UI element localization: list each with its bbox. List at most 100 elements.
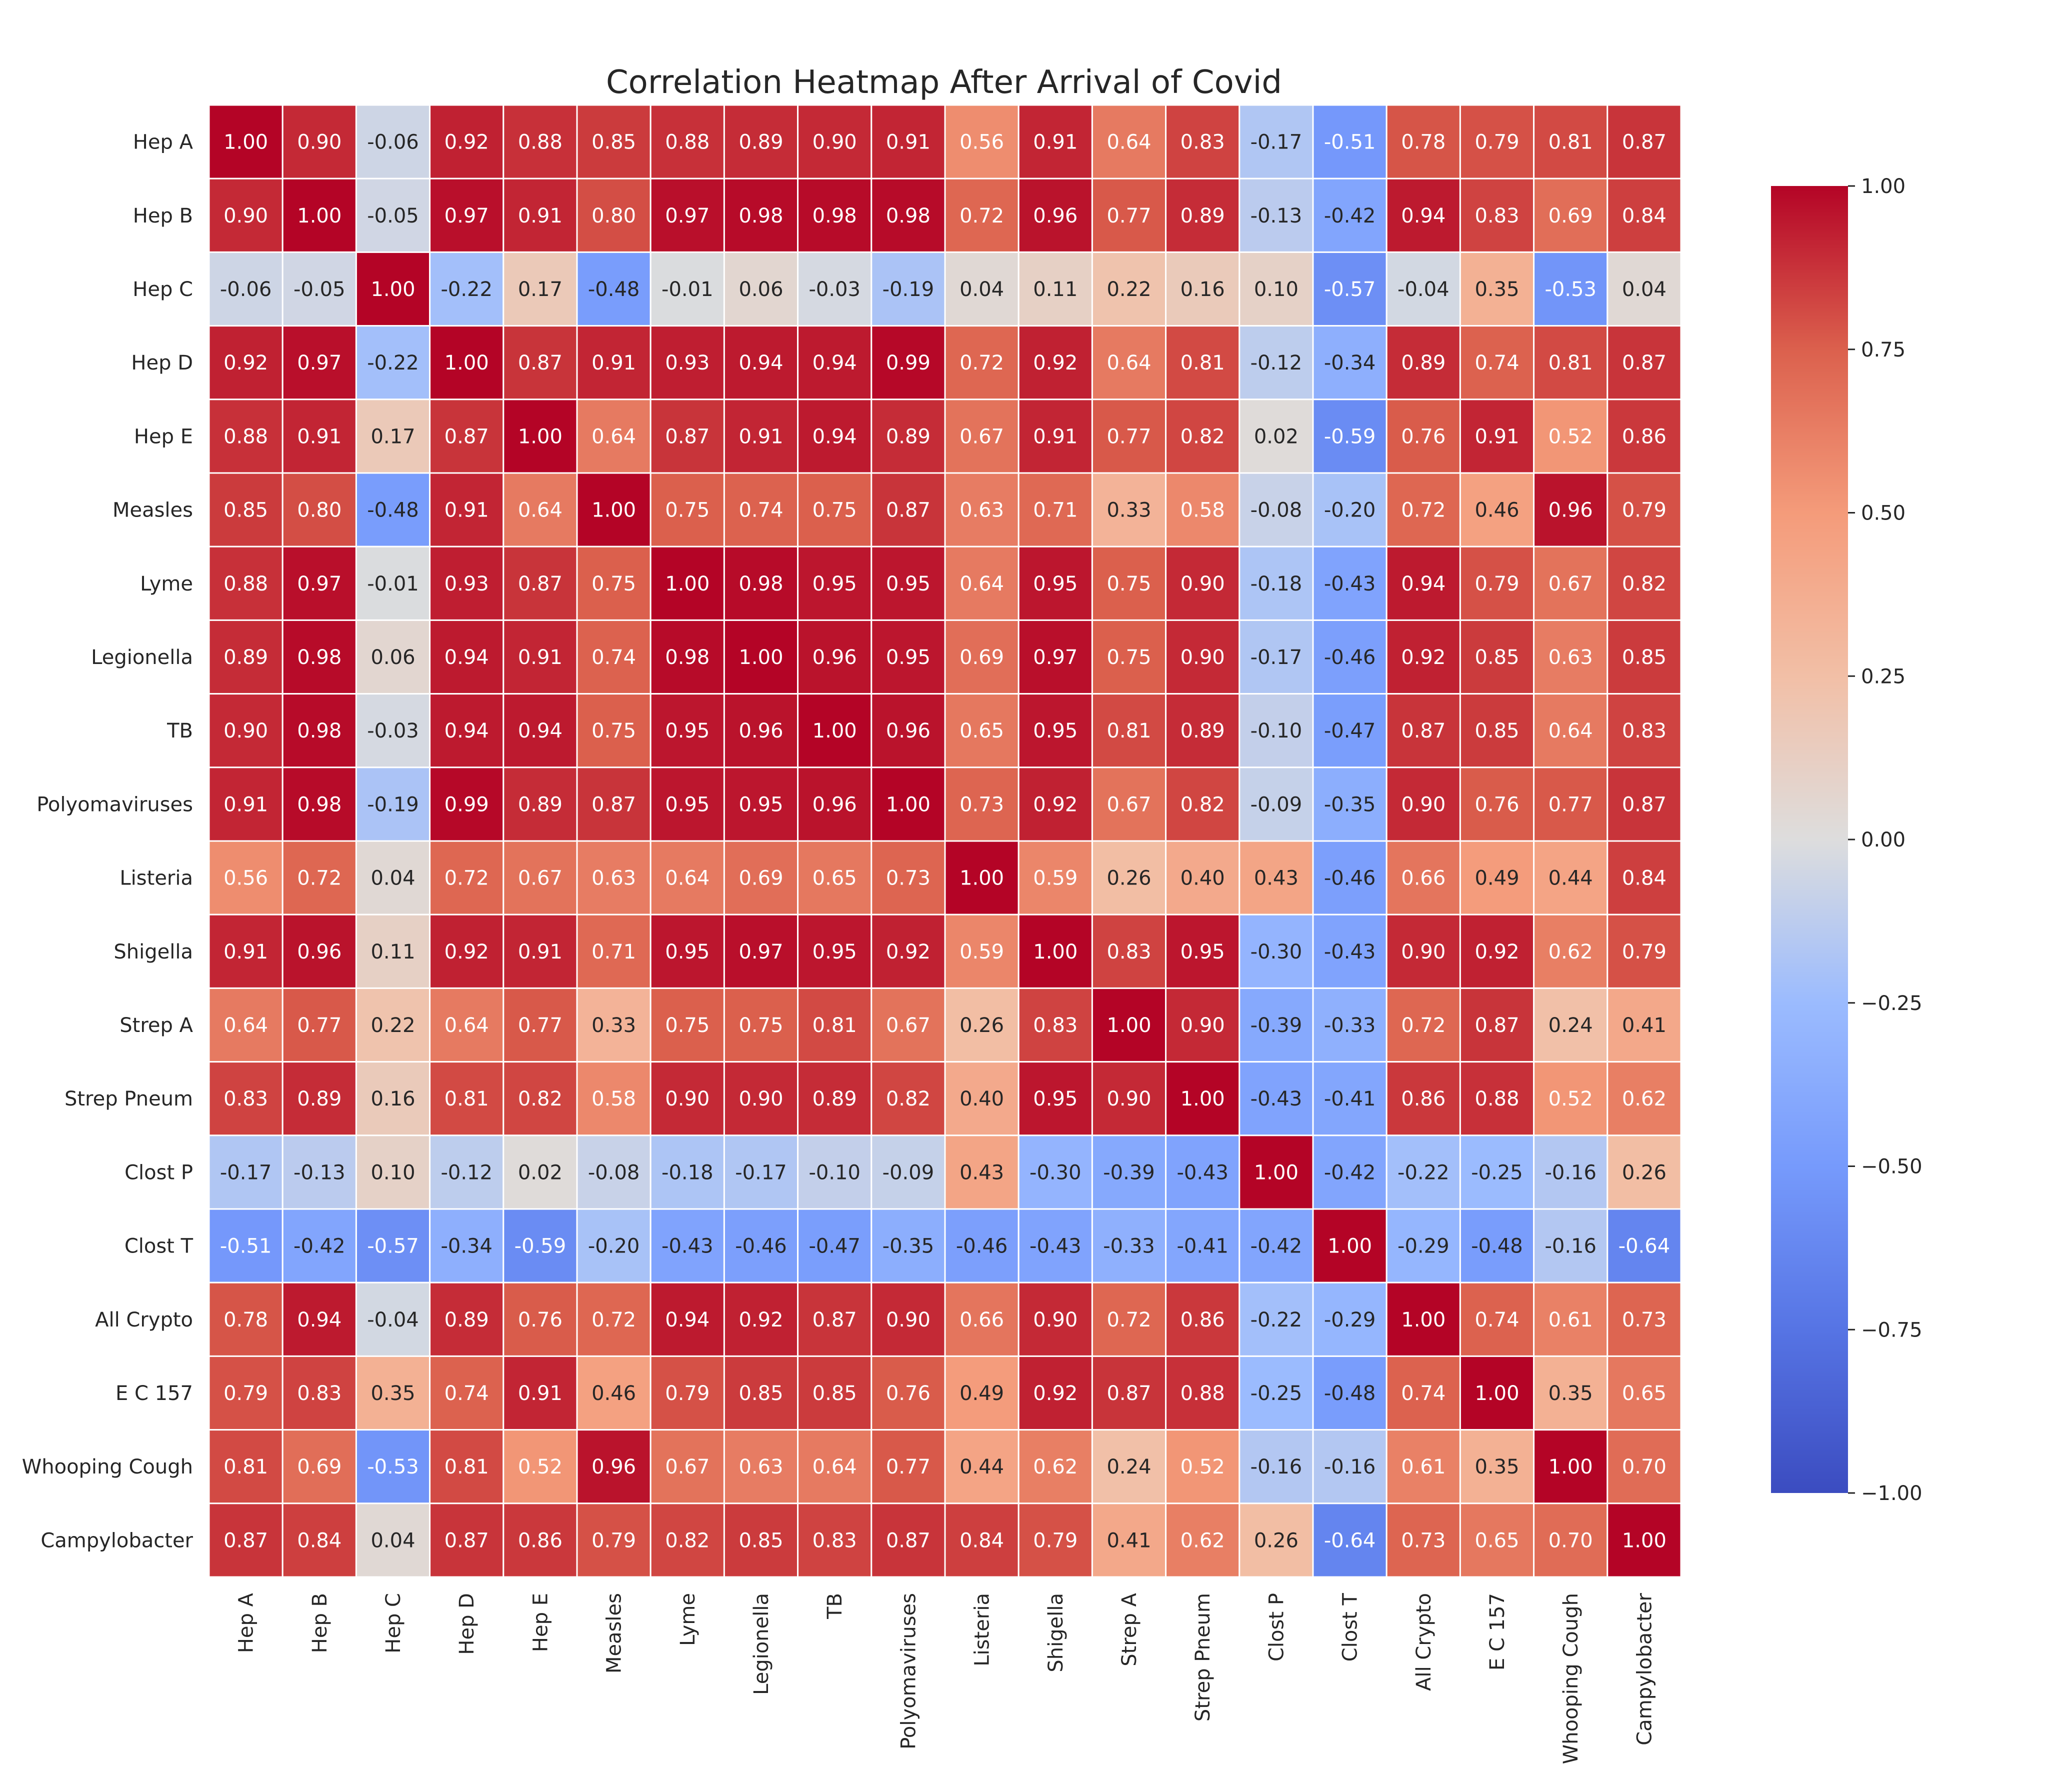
cell-value-label: 0.80 xyxy=(592,204,636,228)
cell-value-label: -0.64 xyxy=(1618,1235,1670,1258)
heatmap-cell xyxy=(576,619,652,695)
cell-value-label: 0.79 xyxy=(1033,1529,1078,1552)
cell-value-label: 0.71 xyxy=(1033,499,1078,522)
row-tick-label: Polyomaviruses xyxy=(36,793,193,816)
heatmap-cell xyxy=(502,619,578,695)
cell-value-label: -0.35 xyxy=(1324,793,1376,816)
cell-value-label: 0.97 xyxy=(1033,646,1078,669)
cell-value-label: 0.22 xyxy=(370,1014,415,1037)
cell-value-label: 0.64 xyxy=(224,1014,268,1037)
cell-value-label: -0.53 xyxy=(1544,278,1596,301)
cell-value-label: 0.86 xyxy=(1401,1088,1446,1110)
cell-value-label: 0.11 xyxy=(370,940,415,964)
heatmap-cell xyxy=(576,914,652,989)
cell-value-label: 0.85 xyxy=(224,499,268,522)
cell-value-label: 0.85 xyxy=(738,1529,783,1552)
cell-value-label: 0.52 xyxy=(1548,425,1593,448)
cell-value-label: 0.16 xyxy=(370,1088,415,1110)
column-tick-label: All Crypto xyxy=(1412,1593,1436,1691)
cell-value-label: 0.44 xyxy=(960,1456,1004,1478)
cell-value-label: -0.34 xyxy=(1324,352,1376,374)
cell-value-label: 1.00 xyxy=(518,425,562,448)
heatmap-cell xyxy=(1238,1061,1314,1136)
heatmap-cell xyxy=(1165,766,1240,842)
heatmap-cell xyxy=(208,398,284,474)
cell-value-label: 0.72 xyxy=(960,352,1004,374)
row-tick-label: All Crypto xyxy=(95,1308,193,1332)
heatmap-cell xyxy=(1018,1208,1093,1284)
heatmap-cell xyxy=(1018,1502,1093,1578)
cell-value-label: 0.79 xyxy=(1622,499,1666,522)
heatmap-cell xyxy=(1312,1355,1388,1431)
heatmap-cell xyxy=(1312,914,1388,989)
cell-value-label: 0.94 xyxy=(444,646,489,669)
heatmap-cell xyxy=(870,251,946,327)
cell-value-label: 0.76 xyxy=(1401,425,1446,448)
cell-value-label: -0.59 xyxy=(1324,425,1376,448)
cell-value-label: 0.26 xyxy=(1622,1161,1666,1184)
cell-value-label: -0.06 xyxy=(367,131,419,154)
cell-value-label: 0.65 xyxy=(1622,1382,1666,1405)
heatmap-cell xyxy=(429,472,504,548)
cell-value-label: 0.04 xyxy=(1622,278,1666,301)
heatmap-cell xyxy=(944,1134,1020,1210)
heatmap-cell xyxy=(1312,987,1388,1063)
cell-value-label: 0.63 xyxy=(738,1456,783,1478)
heatmap-cell xyxy=(576,325,652,400)
cell-value-label: 0.17 xyxy=(370,425,415,448)
cell-value-label: 0.02 xyxy=(518,1161,562,1184)
column-tick-label: Hep E xyxy=(529,1593,552,1652)
colorbar-tick-label: 0.75 xyxy=(1861,338,1906,362)
heatmap-cell xyxy=(282,914,357,989)
heatmap-cell xyxy=(1091,1282,1167,1357)
cell-value-label: 0.22 xyxy=(1106,278,1151,301)
cell-value-label: -0.08 xyxy=(588,1161,640,1184)
cell-value-label: 0.74 xyxy=(738,499,783,522)
heatmap-cell xyxy=(797,1134,872,1210)
cell-value-label: 0.67 xyxy=(518,867,562,890)
heatmap-cell xyxy=(944,766,1020,842)
cell-value-label: 0.95 xyxy=(886,572,930,596)
cell-value-label: 0.43 xyxy=(960,1161,1004,1184)
heatmap-cell xyxy=(1312,766,1388,842)
cell-value-label: 0.85 xyxy=(738,1382,783,1405)
cell-value-label: 0.99 xyxy=(444,793,489,816)
colorbar-tick-label: −0.50 xyxy=(1861,1156,1922,1178)
cell-value-label: -0.03 xyxy=(367,720,419,742)
heatmap-cell xyxy=(1238,914,1314,989)
cell-value-label: 0.86 xyxy=(1622,425,1666,448)
cell-value-label: 0.88 xyxy=(518,131,562,154)
cell-value-label: 0.26 xyxy=(960,1014,1004,1037)
cell-value-label: 0.87 xyxy=(886,499,930,522)
heatmap-cell xyxy=(944,1355,1020,1431)
cell-value-label: 0.78 xyxy=(1401,131,1446,154)
cell-value-label: 0.95 xyxy=(812,572,857,596)
heatmap-cell xyxy=(1091,325,1167,400)
cell-value-label: 0.95 xyxy=(665,940,710,964)
heatmap-cell xyxy=(1459,1061,1535,1136)
cell-value-label: 0.90 xyxy=(1401,940,1446,964)
cell-value-label: 0.73 xyxy=(1622,1308,1666,1332)
cell-value-label: 0.94 xyxy=(444,720,489,742)
cell-value-label: 1.00 xyxy=(370,278,415,301)
heatmap-cell xyxy=(1459,987,1535,1063)
heatmap-cell xyxy=(1238,1429,1314,1504)
column-tick-label: Hep A xyxy=(235,1592,258,1653)
cell-value-label: -0.43 xyxy=(1250,1088,1302,1110)
cell-value-label: 0.98 xyxy=(297,646,342,669)
cell-value-label: 0.77 xyxy=(297,1014,342,1037)
column-tick-label: Measles xyxy=(603,1593,626,1674)
heatmap-cell xyxy=(1165,251,1240,327)
cell-value-label: 0.81 xyxy=(1548,131,1593,154)
heatmap-cell xyxy=(355,766,431,842)
column-tick-label: Lyme xyxy=(676,1593,700,1646)
cell-value-label: 0.87 xyxy=(1622,793,1666,816)
colorbar-tick-label: −1.00 xyxy=(1861,1482,1922,1505)
heatmap-cell xyxy=(1018,987,1093,1063)
heatmap-cell xyxy=(1091,1502,1167,1578)
cell-value-label: 0.74 xyxy=(1474,352,1519,374)
cell-value-label: 0.91 xyxy=(518,940,562,964)
heatmap-cell xyxy=(502,1355,578,1431)
cell-value-label: 0.97 xyxy=(665,204,710,228)
